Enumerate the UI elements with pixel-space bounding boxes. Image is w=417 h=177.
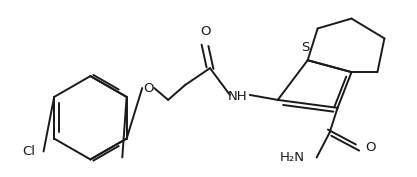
Text: O: O xyxy=(200,25,210,38)
Text: O: O xyxy=(365,141,376,154)
Text: Cl: Cl xyxy=(23,145,35,158)
Text: O: O xyxy=(143,81,153,95)
Text: H₂N: H₂N xyxy=(280,151,305,164)
Text: NH: NH xyxy=(228,90,248,103)
Text: S: S xyxy=(301,41,310,54)
